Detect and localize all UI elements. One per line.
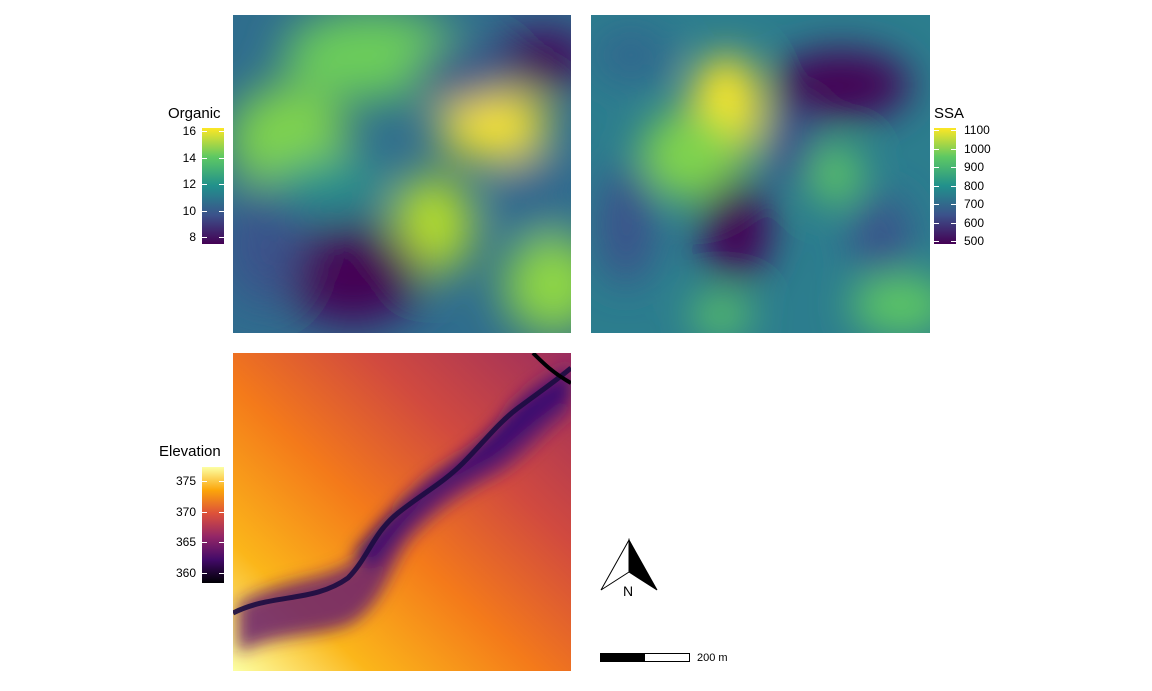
organic-tick-mark	[202, 157, 207, 159]
organic-tick-mark	[219, 237, 224, 238]
ssa-colorbar	[934, 128, 956, 244]
ssa-tick-mark	[951, 167, 956, 168]
scale-bar	[600, 653, 690, 662]
elevation-tick-mark	[202, 481, 207, 482]
elevation-tick-mark	[202, 511, 207, 513]
ssa-tick-label: 800	[964, 178, 985, 193]
organic-tick-mark	[219, 210, 224, 212]
organic-raster-map	[233, 15, 571, 333]
ssa-tick-mark	[951, 204, 956, 205]
scale-bar-label: 200 m	[697, 652, 728, 664]
elevation-tick-mark	[219, 511, 224, 513]
ssa-tick-mark	[934, 148, 939, 150]
ssa-tick-mark	[951, 241, 956, 242]
ssa-tick-mark	[934, 185, 939, 187]
organic-tick-label: 16	[182, 124, 196, 138]
ssa-tick-mark	[934, 130, 939, 131]
ssa-tick-mark	[934, 167, 939, 168]
elevation-raster-map	[233, 353, 571, 671]
ssa-tick-label: 500	[964, 234, 985, 248]
organic-tick-label: 10	[182, 203, 196, 218]
organic-colorbar	[202, 128, 224, 244]
ssa-tick-mark	[951, 185, 956, 187]
elevation-tick-mark	[219, 573, 224, 574]
ssa-tick-label: 600	[964, 215, 985, 230]
elevation-tick-mark	[202, 573, 207, 574]
north-arrow-label: N	[623, 583, 634, 599]
organic-tick-label: 8	[189, 230, 196, 244]
organic-tick-mark	[219, 157, 224, 159]
elevation-tick-mark	[219, 542, 224, 544]
north-arrow	[598, 537, 660, 599]
elevation-tick-label: 360	[175, 566, 196, 580]
ssa-tick-mark	[951, 148, 956, 150]
ssa-legend-title: SSA	[934, 105, 965, 122]
ssa-tick-label: 700	[964, 197, 985, 211]
ssa-tick-mark	[934, 204, 939, 205]
organic-tick-mark	[202, 184, 207, 185]
ssa-tick-mark	[934, 241, 939, 242]
elevation-tick-label: 375	[175, 474, 196, 488]
organic-tick-mark	[202, 237, 207, 238]
ssa-tick-label: 1100	[964, 123, 990, 137]
elevation-tick-label: 365	[175, 535, 196, 550]
organic-tick-label: 14	[182, 150, 196, 165]
elevation-tick-mark	[202, 542, 207, 544]
ssa-tick-label: 900	[964, 160, 985, 174]
ssa-tick-mark	[951, 130, 956, 131]
ssa-tick-mark	[934, 222, 939, 224]
north-arrow-icon	[600, 538, 658, 591]
organic-tick-mark	[219, 131, 224, 132]
elevation-colorbar	[202, 467, 224, 583]
ssa-raster-map	[591, 15, 930, 333]
organic-tick-mark	[219, 184, 224, 185]
organic-tick-label: 12	[182, 177, 196, 191]
elevation-tick-label: 370	[175, 504, 196, 519]
ssa-tick-mark	[951, 222, 956, 224]
elevation-legend-title: Elevation	[159, 443, 221, 460]
organic-tick-mark	[202, 131, 207, 132]
organic-tick-mark	[202, 210, 207, 212]
ssa-tick-label: 1000	[964, 141, 991, 156]
elevation-tick-mark	[219, 481, 224, 482]
organic-legend-title: Organic	[168, 105, 221, 122]
